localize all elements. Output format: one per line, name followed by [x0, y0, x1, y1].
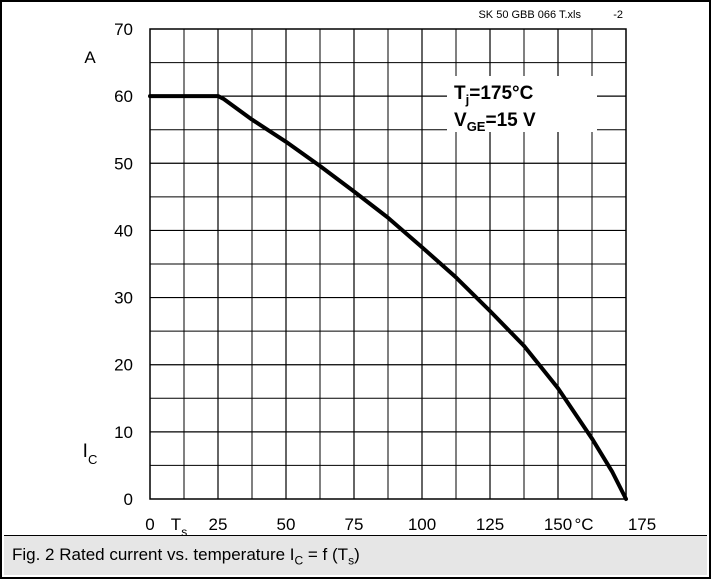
x-tick-label: 125 — [476, 515, 504, 534]
x-tick-label: 25 — [209, 515, 228, 534]
x-tick-label: 150 — [544, 515, 572, 534]
y-tick-label: 30 — [114, 289, 133, 308]
y-axis-label: IC — [83, 441, 98, 467]
y-tick-label: 10 — [114, 423, 133, 442]
x-tick-label: 175 — [628, 515, 656, 534]
x-tick-label: 75 — [345, 515, 364, 534]
y-tick-label: 60 — [114, 87, 133, 106]
rated-current-chart: 0 10 20 30 40 50 60 70 0 25 50 75 100 125 150 175 A IC… — [83, 9, 657, 539]
annotation-vge: VGE=15 V — [454, 110, 536, 134]
annotation-tj: Tj=175°C — [454, 83, 534, 107]
file-label: SK 50 GBB 066 T.xls — [478, 9, 581, 21]
x-tick-label: 100 — [408, 515, 436, 534]
annotation-background — [447, 76, 597, 132]
x-tick-label: 50 — [277, 515, 296, 534]
y-tick-label: 20 — [114, 356, 133, 375]
y-tick-label: 40 — [114, 221, 133, 240]
series-rated-current — [148, 94, 628, 501]
y-tick-labels: 0 10 20 30 40 50 60 70 — [114, 20, 133, 509]
y-tick-label: 0 — [124, 490, 133, 509]
y-tick-label: 70 — [114, 20, 133, 39]
figure-caption: Fig. 2 Rated current vs. temperature IC … — [12, 545, 360, 568]
x-axis-label: Ts — [171, 515, 187, 539]
caption-bar: Fig. 2 Rated current vs. temperature IC … — [4, 535, 707, 575]
plot-area — [149, 28, 627, 500]
x-axis-unit: °C — [574, 515, 593, 534]
x-tick-labels: 0 25 50 75 100 125 150 175 — [145, 515, 656, 534]
x-tick-label: 0 — [145, 515, 154, 534]
y-axis-unit: A — [84, 48, 96, 67]
y-tick-label: 50 — [114, 154, 133, 173]
page-label: -2 — [613, 9, 623, 21]
